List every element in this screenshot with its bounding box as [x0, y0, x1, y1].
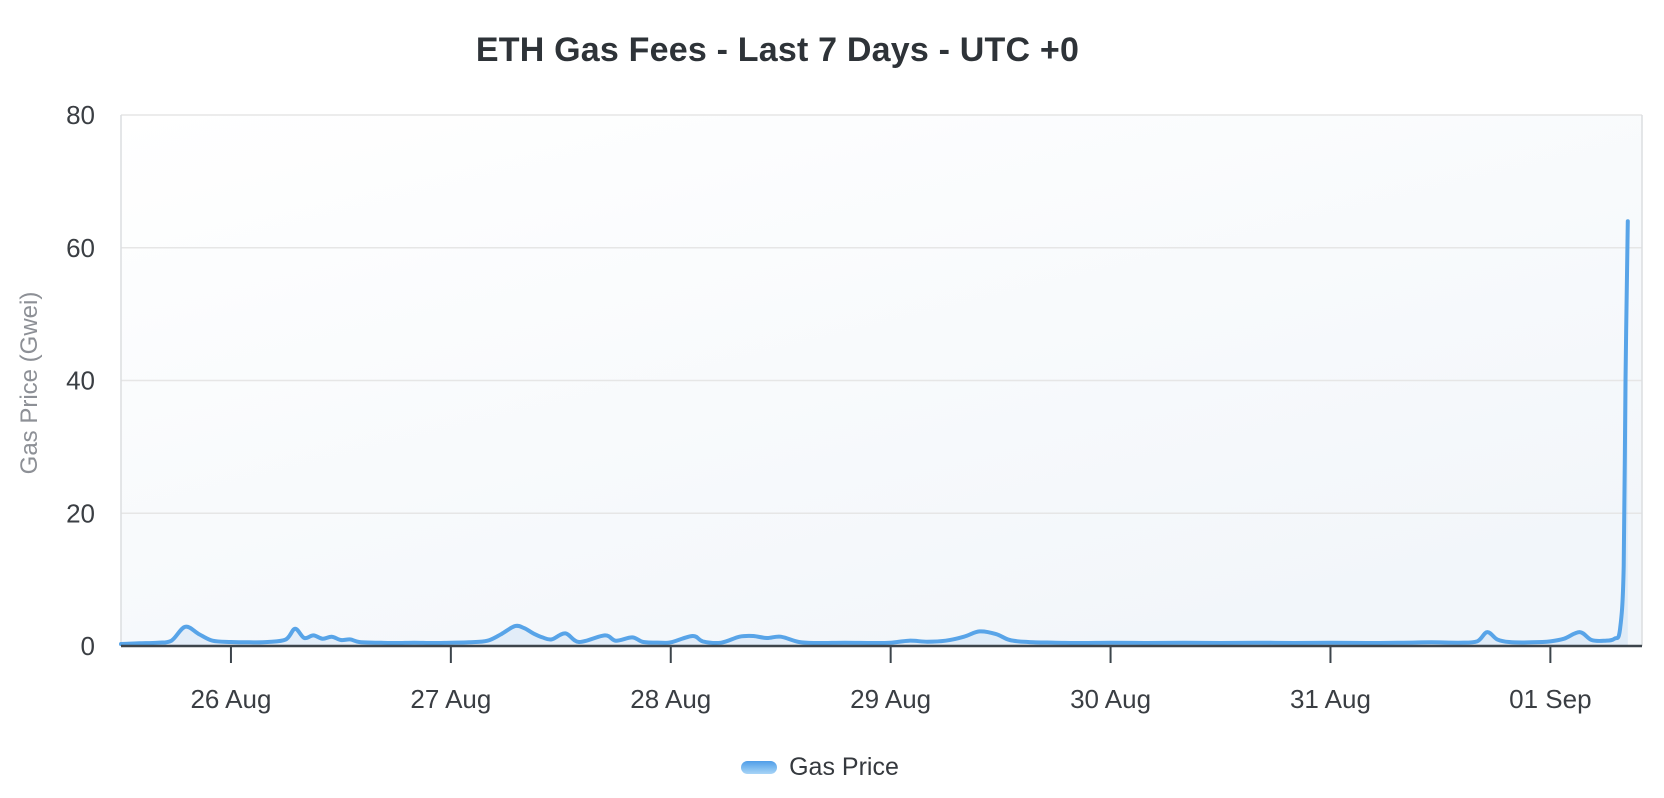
- y-tick-label: 60: [66, 233, 95, 263]
- x-tick-label: 29 Aug: [850, 684, 931, 714]
- x-tick-label: 30 Aug: [1070, 684, 1151, 714]
- chart-title: ETH Gas Fees - Last 7 Days - UTC +0: [475, 31, 1080, 69]
- x-tick-label: 27 Aug: [410, 684, 491, 714]
- y-tick-label: 0: [81, 631, 95, 661]
- x-tick-label: 26 Aug: [190, 684, 271, 714]
- gas-price-line: [119, 219, 1630, 646]
- legend-label-gas-price[interactable]: Gas Price: [789, 752, 899, 781]
- y-tick-label: 80: [66, 100, 95, 130]
- legend-marker-gas-price[interactable]: [741, 760, 778, 774]
- legend: Gas Price: [0, 748, 1640, 786]
- x-tick-label: 28 Aug: [630, 684, 711, 714]
- y-tick-label: 40: [66, 366, 95, 396]
- y-tick-label: 20: [66, 498, 95, 528]
- x-tick-label: 31 Aug: [1290, 684, 1371, 714]
- x-tick-label: 01 Sep: [1509, 684, 1591, 714]
